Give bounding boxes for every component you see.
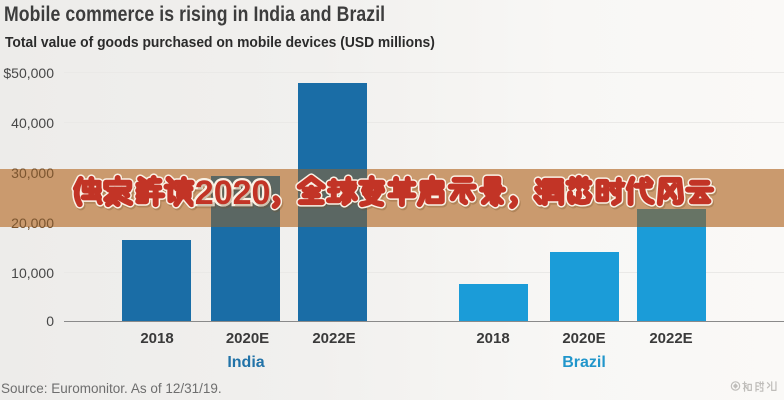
svg-text:2020: 2020 [195, 174, 271, 212]
